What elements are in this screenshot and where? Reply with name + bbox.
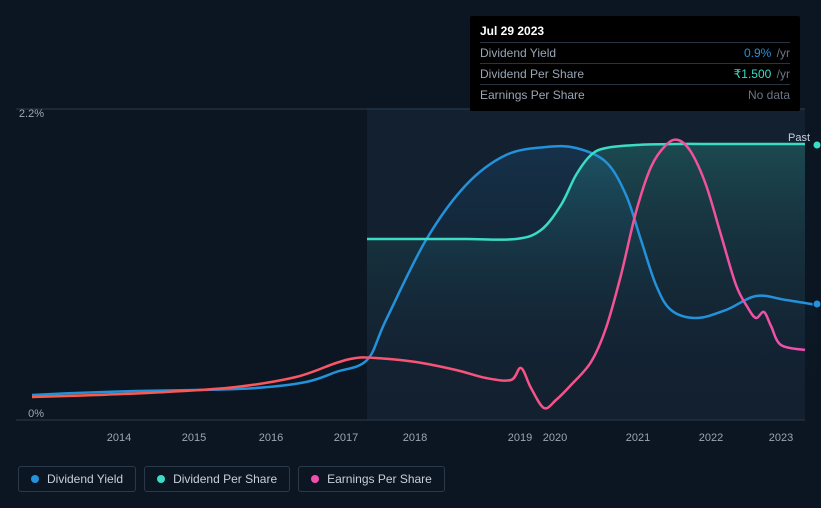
x-axis-tick: 2019 [508,432,532,444]
x-axis-tick: 2015 [182,432,206,444]
past-label: Past [788,132,810,144]
y-axis-label-max: 2.2% [19,108,44,120]
x-axis-tick: 2021 [626,432,650,444]
legend-dot-icon [31,475,39,483]
tooltip-row-label: Earnings Per Share [480,88,585,102]
legend-label: Dividend Per Share [173,472,277,486]
x-axis-tick: 2016 [259,432,283,444]
tooltip-row-value: 0.9% /yr [744,46,790,60]
legend-item-dividend-yield[interactable]: Dividend Yield [18,466,136,492]
x-axis-tick: 2023 [769,432,793,444]
x-axis-tick: 2020 [543,432,567,444]
legend-item-earnings-per-share[interactable]: Earnings Per Share [298,466,445,492]
x-axis-tick: 2017 [334,432,358,444]
tooltip-row: Earnings Per Share No data [480,84,790,105]
tooltip: Jul 29 2023 Dividend Yield0.9% /yrDivide… [470,16,800,111]
legend-dot-icon [311,475,319,483]
y-axis-label-min: 0% [28,408,44,420]
x-axis-tick: 2018 [403,432,427,444]
tooltip-row-label: Dividend Per Share [480,67,584,81]
dividend-yield-end-dot [813,300,821,308]
tooltip-row-value: ₹1.500 /yr [734,67,790,81]
tooltip-row: Dividend Per Share ₹1.500 /yr [480,63,790,84]
past-marker-dot [813,141,821,149]
tooltip-row-label: Dividend Yield [480,46,556,60]
legend: Dividend Yield Dividend Per Share Earnin… [18,466,445,492]
tooltip-row-value: No data [748,88,790,102]
legend-label: Earnings Per Share [327,472,432,486]
legend-item-dividend-per-share[interactable]: Dividend Per Share [144,466,290,492]
x-axis: 2014 2015 2016 2017 2018 2019 2020 2021 2022 2023 [16,432,805,448]
legend-dot-icon [157,475,165,483]
x-axis-tick: 2014 [107,432,131,444]
tooltip-row: Dividend Yield 0.9% /yr [480,42,790,63]
tooltip-date: Jul 29 2023 [480,24,790,38]
legend-label: Dividend Yield [47,472,123,486]
x-axis-tick: 2022 [699,432,723,444]
